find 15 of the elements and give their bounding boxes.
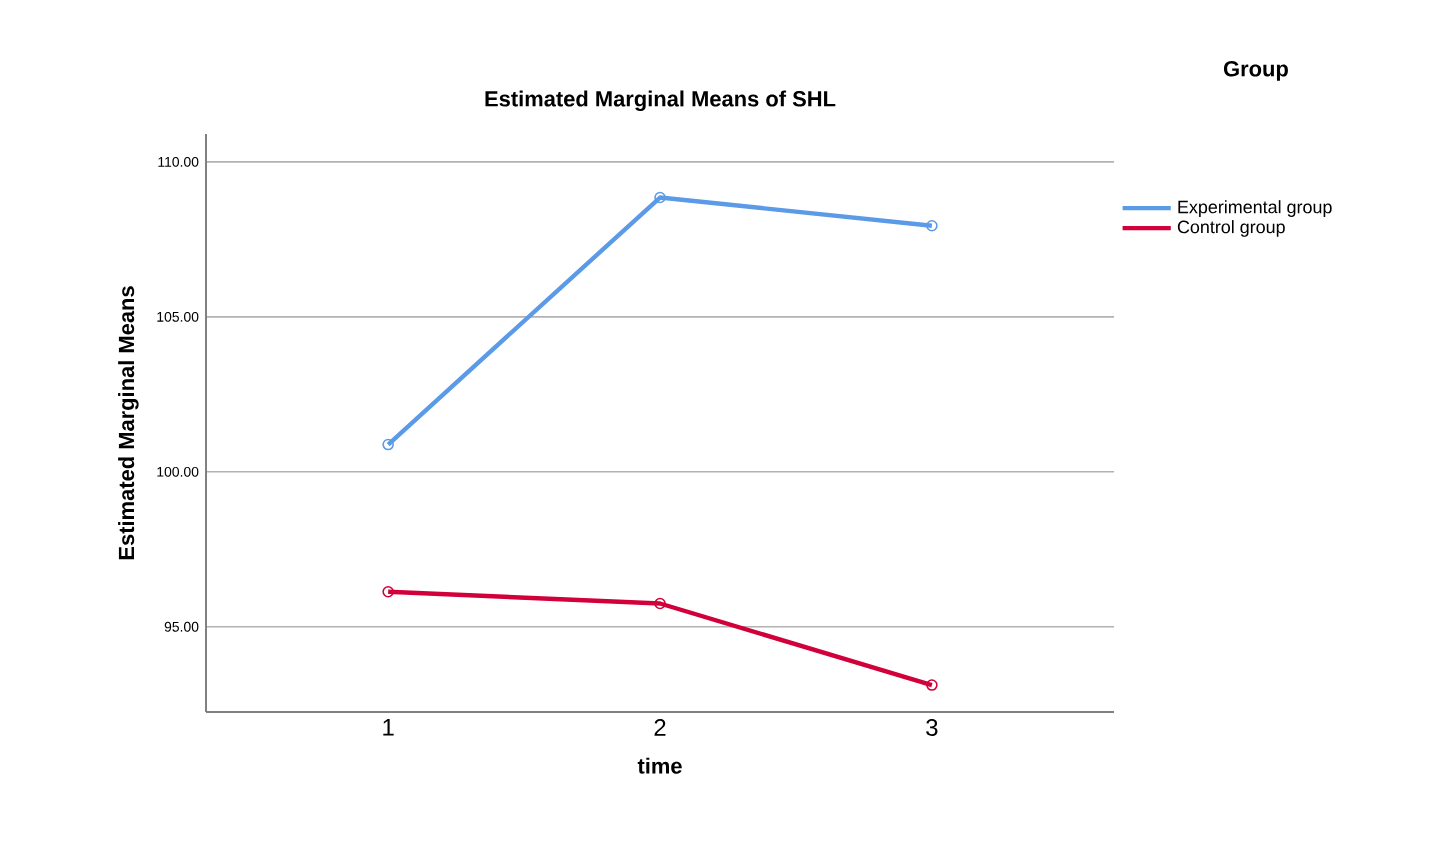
legend-label: Experimental group	[1178, 200, 1332, 217]
point	[382, 438, 394, 451]
chart-title: Estimated Marginal Means of SHL	[485, 90, 836, 112]
x-tick-label: 2	[654, 719, 666, 736]
point	[382, 585, 394, 598]
point	[654, 191, 666, 204]
point	[926, 219, 938, 232]
legend-label: Control group	[1177, 220, 1285, 237]
point	[926, 679, 938, 691]
y-axis-title: Estimated Marginal Means	[118, 286, 139, 560]
x-tick-label: 1	[383, 719, 394, 736]
x-axis-title: time	[637, 757, 682, 774]
point	[654, 597, 666, 610]
x-tick-label: 3	[926, 719, 938, 736]
legend-title: Group	[1223, 61, 1288, 81]
